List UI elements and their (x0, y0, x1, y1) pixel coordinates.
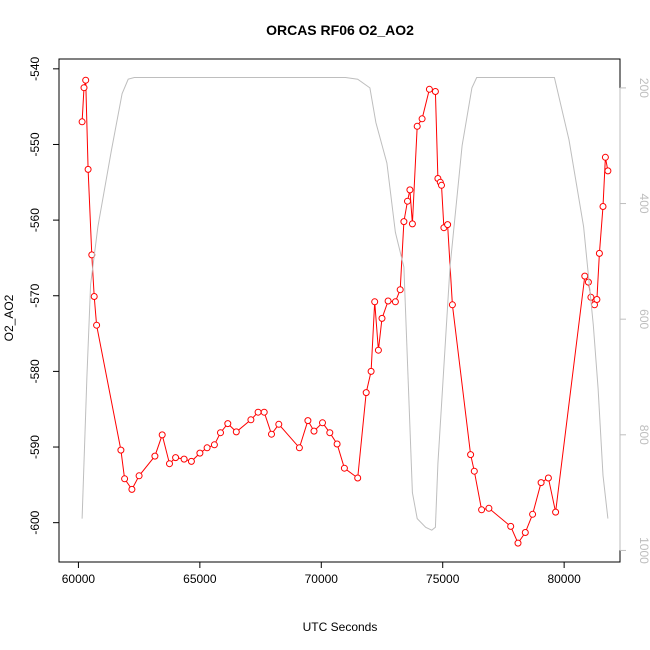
data-point (371, 298, 379, 306)
data-point (604, 167, 612, 175)
data-point (247, 416, 255, 424)
chart-title: ORCAS RF06 O2_AO2 (266, 22, 414, 38)
data-point (232, 428, 240, 436)
data-point (367, 367, 375, 375)
y-tick-label: -570 (28, 283, 42, 307)
data-point (180, 455, 188, 463)
data-point (444, 221, 452, 229)
data-point (514, 539, 522, 547)
data-point (217, 429, 224, 437)
data-point (295, 444, 303, 452)
data-point (84, 165, 92, 173)
data-point (400, 218, 408, 226)
data-point (544, 474, 552, 482)
data-point (260, 408, 268, 416)
data-point (478, 506, 486, 514)
y-right-tick-label: 1000 (637, 537, 650, 564)
data-point (203, 444, 211, 452)
data-point (187, 457, 195, 465)
data-point (406, 186, 414, 194)
data-point (82, 76, 90, 84)
y-tick-label: -550 (28, 132, 42, 156)
y-axis-label: O2_AO2 (2, 294, 16, 341)
data-point (135, 472, 143, 480)
x-tick-label: 65000 (183, 572, 217, 586)
y-tick-label: -590 (28, 435, 42, 459)
data-point (310, 427, 318, 435)
series-line-1 (81, 77, 609, 531)
data-point (254, 408, 262, 416)
data-point (90, 293, 98, 300)
y-right-tick-label: 400 (637, 194, 650, 214)
data-point (333, 440, 341, 448)
data-point (593, 296, 601, 303)
y-tick-label: -580 (28, 359, 42, 383)
data-point (391, 298, 399, 306)
data-point (93, 321, 101, 329)
data-point (599, 203, 607, 210)
x-axis-label: UTC Seconds (303, 620, 378, 634)
data-point (507, 522, 515, 530)
data-point (158, 431, 166, 439)
data-point (485, 504, 493, 512)
data-point (78, 118, 86, 126)
data-point (275, 420, 283, 428)
y-right-tick-label: 600 (637, 309, 650, 329)
x-tick-label: 60000 (62, 572, 96, 586)
data-point (151, 452, 159, 460)
y-right-tick-label: 200 (637, 78, 650, 98)
data-point (425, 85, 433, 93)
data-point (196, 449, 204, 457)
data-point (418, 115, 426, 123)
data-point (467, 451, 475, 459)
data-point (438, 181, 445, 189)
data-point (413, 122, 421, 130)
y-axis-left: -600 -590 -580 -570 -560 -550 -540 (28, 57, 60, 535)
data-point (172, 454, 180, 462)
data-point (374, 346, 382, 354)
x-tick-label: 80000 (547, 572, 581, 586)
data-point (326, 429, 334, 437)
data-point (384, 297, 392, 305)
data-point (448, 301, 456, 309)
data-point (529, 510, 537, 518)
data-point (552, 508, 560, 516)
data-point (595, 249, 603, 257)
data-point (431, 88, 439, 95)
series-layer (78, 76, 612, 547)
data-point (537, 479, 545, 487)
plot-frame (58, 58, 621, 563)
data-point (304, 417, 312, 425)
y-tick-label: -600 (28, 510, 42, 534)
y-tick-label: -560 (28, 208, 42, 232)
x-tick-label: 70000 (305, 572, 339, 586)
data-point (166, 460, 173, 468)
data-point (319, 419, 326, 427)
data-point (80, 84, 88, 92)
data-point (117, 446, 125, 454)
data-point (354, 474, 362, 482)
data-point (404, 197, 411, 205)
data-point (470, 467, 478, 475)
data-point (408, 220, 416, 228)
data-point (581, 272, 589, 280)
data-point (396, 286, 404, 294)
data-point (601, 153, 609, 161)
data-point (210, 441, 218, 449)
series-line-0 (81, 80, 609, 545)
y-right-tick-label: 800 (637, 425, 650, 445)
y-tick-label: -540 (28, 57, 42, 81)
x-axis: 60000 65000 70000 75000 80000 (62, 561, 581, 586)
data-point (268, 430, 275, 438)
data-point (224, 420, 232, 428)
data-point (340, 464, 348, 472)
y-axis-right: 200 400 600 800 1000 (619, 78, 650, 564)
data-point (378, 314, 386, 322)
x-tick-label: 75000 (426, 572, 460, 586)
data-point (521, 529, 529, 536)
data-point (121, 475, 129, 483)
data-point (362, 389, 370, 397)
data-point (128, 485, 136, 493)
